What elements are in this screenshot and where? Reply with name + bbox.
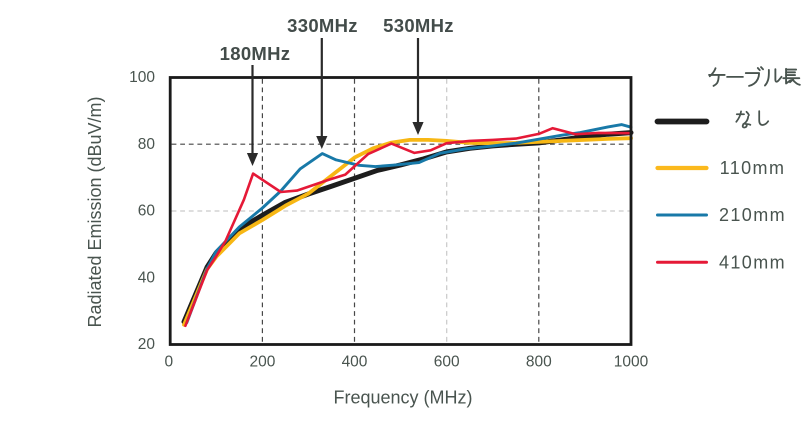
svg-text:40: 40 (138, 269, 156, 286)
svg-text:530MHz: 530MHz (383, 15, 454, 36)
svg-text:400: 400 (342, 354, 368, 371)
svg-text:80: 80 (138, 136, 156, 153)
svg-text:1000: 1000 (614, 354, 649, 371)
svg-text:600: 600 (434, 354, 460, 371)
svg-text:20: 20 (138, 336, 156, 353)
svg-text:Radiated Emission (dBuV/m): Radiated Emission (dBuV/m) (85, 96, 105, 327)
svg-text:330MHz: 330MHz (287, 15, 358, 36)
svg-text:100: 100 (129, 69, 155, 86)
svg-text:800: 800 (526, 354, 552, 371)
svg-text:200: 200 (249, 354, 275, 371)
svg-text:110mm: 110mm (720, 158, 786, 178)
svg-text:60: 60 (138, 203, 156, 220)
svg-text:180MHz: 180MHz (220, 43, 291, 64)
svg-text:210mm: 210mm (719, 205, 786, 225)
svg-text:Frequency (MHz): Frequency (MHz) (333, 388, 472, 408)
svg-text:0: 0 (164, 354, 173, 371)
svg-text:410mm: 410mm (719, 252, 786, 272)
